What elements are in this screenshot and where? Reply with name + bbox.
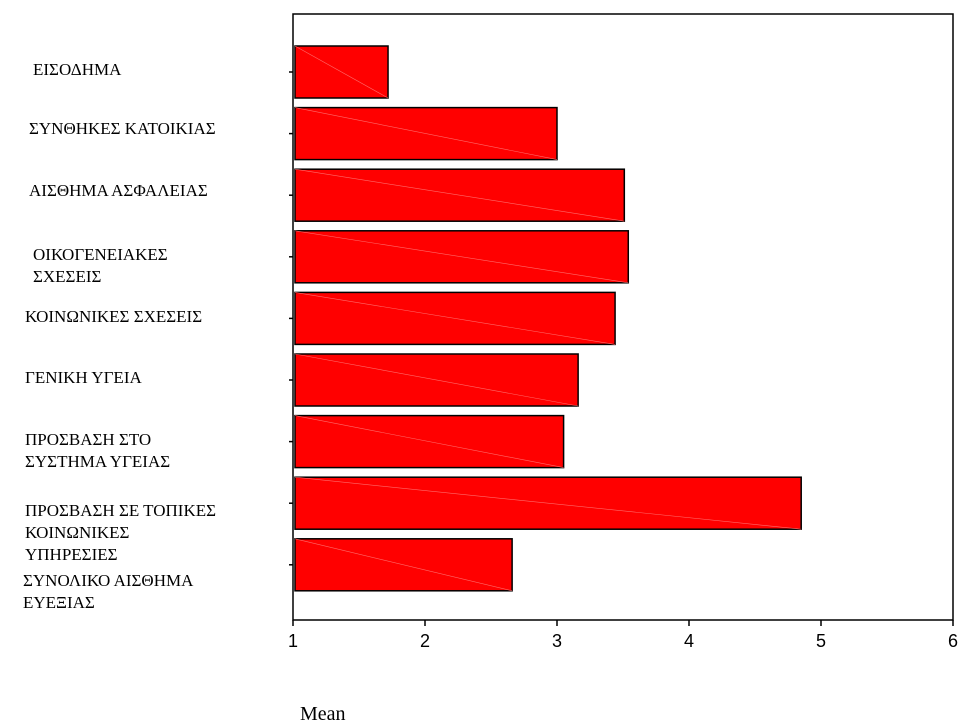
x-tick-label: 6	[948, 631, 958, 651]
x-tick-label: 2	[420, 631, 430, 651]
x-tick-label: 3	[552, 631, 562, 651]
bar-hatch-line	[294, 353, 579, 407]
category-label: ΟΙΚΟΓΕΝΕΙΑΚΕΣ ΣΧΕΣΕΙΣ	[33, 245, 168, 286]
x-tick-label: 5	[816, 631, 826, 651]
x-tick-label: 1	[288, 631, 298, 651]
category-label: ΣΥΝΘΗΚΕΣ ΚΑΤΟΙΚΙΑΣ	[29, 119, 216, 138]
bar-hatch-line	[294, 538, 513, 592]
bar-hatch-line	[294, 168, 625, 222]
category-label: ΚΟΙΝΩΝΙΚΕΣ ΣΧΕΣΕΙΣ	[25, 307, 203, 326]
category-label: ΕΙΣΟΔΗΜΑ	[33, 60, 122, 79]
x-tick-label: 4	[684, 631, 694, 651]
bar-hatch-line	[294, 415, 564, 468]
bar-hatch-line	[294, 107, 558, 160]
bar-hatch-line	[294, 292, 616, 345]
bar-hatch-line	[294, 230, 629, 284]
category-label: ΠΡΟΣΒΑΣΗ ΣΤΟ ΣΥΣΤΗΜΑ ΥΓΕΙΑΣ	[25, 430, 171, 471]
x-axis-title: Mean	[300, 703, 346, 725]
bar-hatch-line	[294, 476, 802, 530]
bar-hatch-line	[294, 45, 389, 99]
category-label: ΓΕΝΙΚΗ ΥΓΕΙΑ	[25, 368, 142, 387]
category-label: ΑΙΣΘΗΜΑ ΑΣΦΑΛΕΙΑΣ	[29, 181, 208, 200]
category-label: ΠΡΟΣΒΑΣΗ ΣΕ ΤΟΠΙΚΕΣ ΚΟΙΝΩΝΙΚΕΣ ΥΠΗΡΕΣΙΕΣ	[25, 501, 217, 564]
category-label: ΣΥΝΟΛΙΚΟ ΑΙΣΘΗΜΑ ΕΥΕΞΙΑΣ	[23, 571, 194, 612]
